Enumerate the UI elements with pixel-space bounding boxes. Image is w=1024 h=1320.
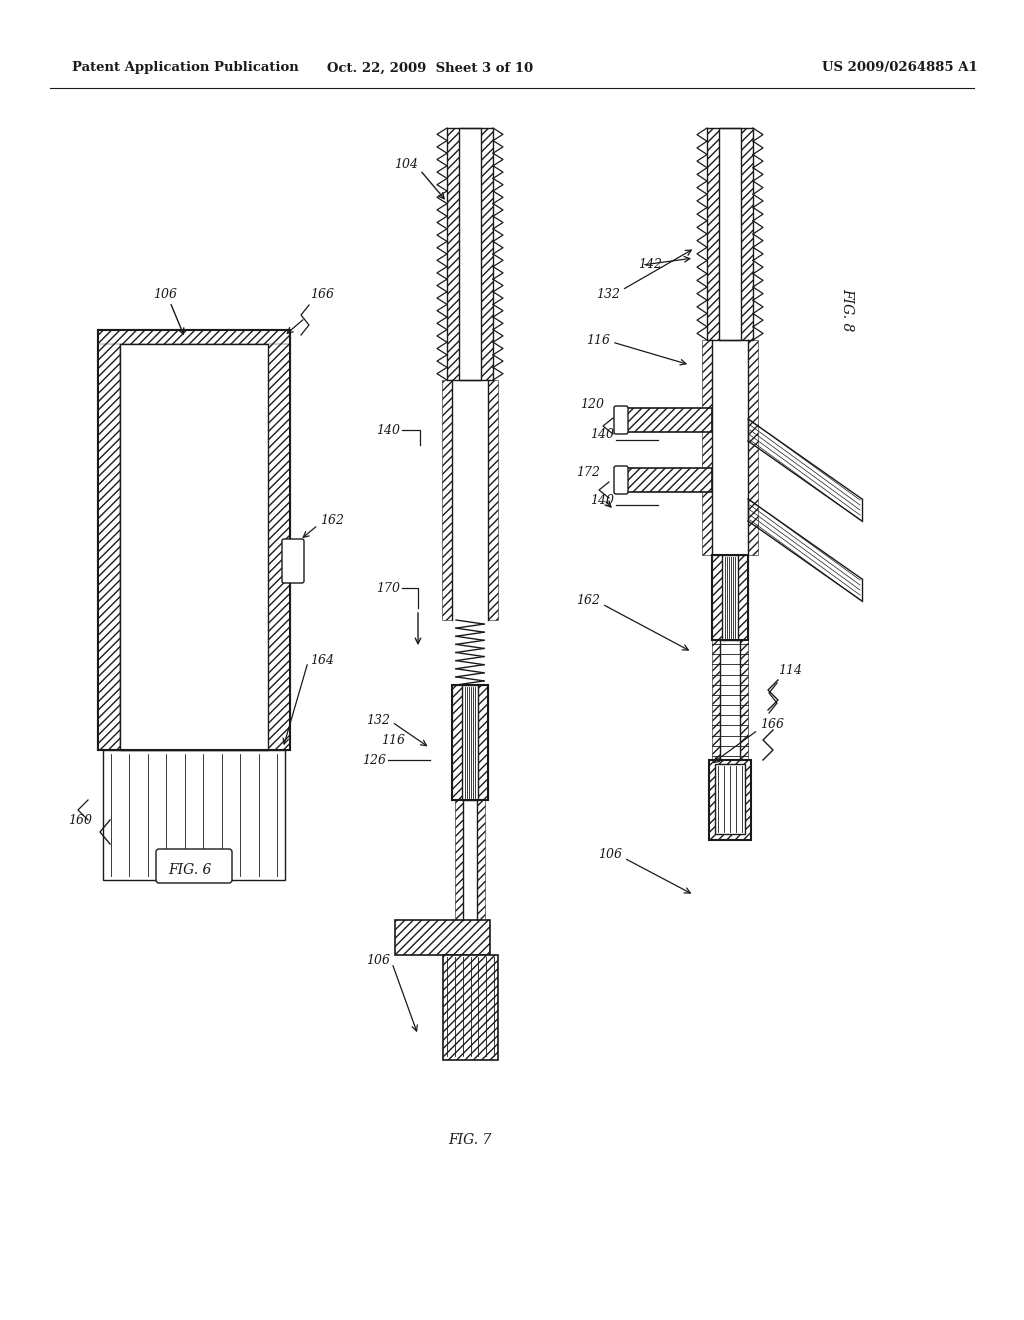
Bar [98,330,290,345]
Text: 114: 114 [778,664,802,676]
Text: 106: 106 [366,953,390,966]
Bar [474,685,488,800]
Text: FIG. 8: FIG. 8 [840,288,854,331]
Text: 170: 170 [376,582,400,594]
Text: 160: 160 [68,813,92,826]
Bar [447,128,459,380]
Bar [395,920,490,954]
Bar [103,750,285,880]
FancyBboxPatch shape [156,849,232,883]
Bar [712,554,748,640]
Bar [734,554,748,640]
Bar [722,554,738,640]
Bar [98,330,290,750]
Text: 172: 172 [575,466,600,479]
Bar [98,330,120,750]
Bar [740,640,748,760]
Bar [488,380,498,620]
FancyBboxPatch shape [614,466,628,494]
Bar [622,408,712,432]
Text: 164: 164 [310,653,334,667]
Text: 116: 116 [586,334,610,346]
Bar [622,469,712,492]
Bar [719,128,741,341]
Text: 104: 104 [394,158,418,172]
Bar [268,330,290,750]
Text: 162: 162 [319,513,344,527]
Text: 126: 126 [362,754,386,767]
Bar [715,764,745,834]
Text: 140: 140 [590,494,614,507]
Bar [702,341,712,554]
Text: 166: 166 [310,289,334,301]
Text: 166: 166 [760,718,784,731]
Bar [462,685,478,800]
Bar [481,128,493,380]
Text: 142: 142 [638,259,662,272]
Bar [712,554,726,640]
Text: 116: 116 [381,734,406,747]
Bar [98,330,290,750]
Text: US 2009/0264885 A1: US 2009/0264885 A1 [822,62,978,74]
Text: 106: 106 [153,289,177,301]
Bar [442,380,452,620]
Bar [748,341,758,554]
Bar [707,128,719,341]
FancyBboxPatch shape [282,539,304,583]
Bar [477,800,485,920]
Bar [709,760,751,840]
Bar [459,128,481,380]
Bar [447,128,493,380]
Text: 132: 132 [596,289,620,301]
Text: 132: 132 [366,714,390,726]
Text: 140: 140 [590,429,614,441]
Text: FIG. 6: FIG. 6 [168,863,212,876]
Bar [452,685,488,800]
Bar [120,345,268,750]
Text: 120: 120 [580,399,604,412]
Text: 162: 162 [575,594,600,606]
Bar [452,685,466,800]
Text: Patent Application Publication: Patent Application Publication [72,62,299,74]
Text: Oct. 22, 2009  Sheet 3 of 10: Oct. 22, 2009 Sheet 3 of 10 [327,62,534,74]
Text: FIG. 7: FIG. 7 [449,1133,492,1147]
Bar [741,128,753,341]
Bar [707,128,753,341]
Bar [443,954,498,1060]
Text: 140: 140 [376,424,400,437]
FancyBboxPatch shape [614,407,628,434]
Bar [455,800,463,920]
Text: 106: 106 [598,849,622,862]
Bar [712,640,720,760]
